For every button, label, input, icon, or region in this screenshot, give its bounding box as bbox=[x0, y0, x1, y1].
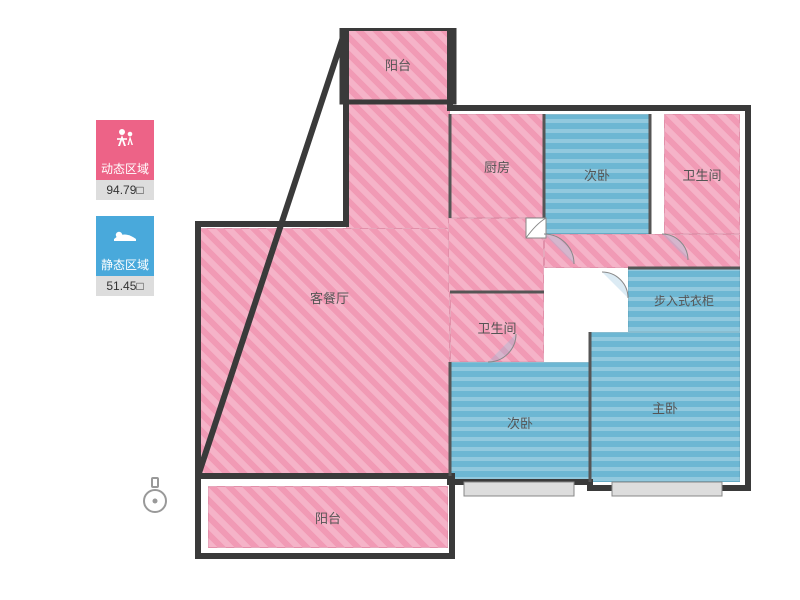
legend-dynamic-label: 动态区域 bbox=[96, 158, 154, 180]
compass-icon bbox=[140, 475, 170, 515]
legend-dynamic-value: 94.79□ bbox=[96, 180, 154, 200]
floorplan: 阳台 厨房 次卧 卫生间 卫生间 步入式衣柜 次卧 主卧 阳台 客餐厅 bbox=[188, 28, 768, 574]
legend-static: 静态区域 51.45□ bbox=[96, 216, 154, 296]
people-icon bbox=[96, 120, 154, 158]
sleep-icon bbox=[96, 216, 154, 254]
legend-static-label: 静态区域 bbox=[96, 254, 154, 276]
wall-outline bbox=[188, 28, 768, 574]
legend-dynamic: 动态区域 94.79□ bbox=[96, 120, 154, 200]
legend-static-value: 51.45□ bbox=[96, 276, 154, 296]
